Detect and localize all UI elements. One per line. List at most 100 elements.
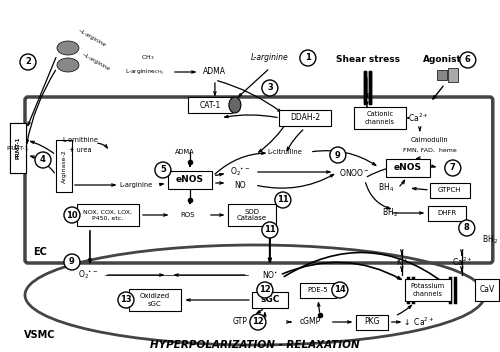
- Text: Ca$^{2+}$: Ca$^{2+}$: [408, 112, 428, 124]
- FancyBboxPatch shape: [228, 204, 276, 226]
- Text: NO: NO: [234, 181, 245, 189]
- Text: 6: 6: [465, 56, 470, 64]
- Text: DHFR: DHFR: [437, 210, 456, 216]
- FancyBboxPatch shape: [10, 123, 26, 173]
- Circle shape: [262, 80, 278, 96]
- Text: 12: 12: [252, 318, 264, 327]
- Circle shape: [262, 222, 278, 238]
- FancyBboxPatch shape: [168, 171, 212, 189]
- Text: GTPCH: GTPCH: [438, 187, 462, 193]
- Text: + urea: + urea: [68, 147, 92, 153]
- Text: 5: 5: [160, 165, 166, 175]
- Text: 2: 2: [25, 57, 31, 67]
- Text: 9: 9: [335, 151, 340, 159]
- FancyBboxPatch shape: [386, 159, 430, 177]
- FancyBboxPatch shape: [10, 123, 26, 173]
- Text: HYPERPOLARIZATION - RELAXATION: HYPERPOLARIZATION - RELAXATION: [150, 340, 360, 350]
- Text: Oxidized
sGC: Oxidized sGC: [140, 294, 170, 307]
- Text: 11: 11: [277, 195, 288, 205]
- Text: ADMA: ADMA: [175, 149, 195, 155]
- Text: L-arginine$_{CH_3}$: L-arginine$_{CH_3}$: [126, 67, 164, 77]
- Text: 10: 10: [66, 210, 78, 220]
- Text: DDAH-2: DDAH-2: [290, 113, 320, 122]
- Text: L-citrulline: L-citrulline: [268, 149, 302, 155]
- Text: ONOO$^-$: ONOO$^-$: [340, 166, 370, 177]
- Text: PKG: PKG: [364, 318, 380, 327]
- Text: PRMT-1: PRMT-1: [16, 137, 20, 159]
- Circle shape: [459, 220, 475, 236]
- Text: CH$_3$: CH$_3$: [141, 54, 154, 62]
- FancyBboxPatch shape: [77, 204, 139, 226]
- Text: O$_2$$^{\bullet-}$: O$_2$$^{\bullet-}$: [78, 269, 98, 281]
- Ellipse shape: [57, 41, 79, 55]
- Text: 3: 3: [267, 83, 273, 93]
- Circle shape: [332, 282, 348, 298]
- Circle shape: [257, 282, 273, 298]
- Circle shape: [330, 147, 346, 163]
- Text: eNOS: eNOS: [176, 176, 204, 184]
- Text: GTP: GTP: [232, 318, 248, 327]
- Text: BH$_4$: BH$_4$: [378, 182, 394, 194]
- FancyBboxPatch shape: [129, 289, 181, 311]
- Circle shape: [20, 54, 36, 70]
- Text: PDE-5: PDE-5: [308, 287, 328, 293]
- Text: O$_2$$^{\bullet-}$: O$_2$$^{\bullet-}$: [230, 166, 250, 178]
- Text: CaV: CaV: [479, 285, 494, 295]
- Text: Shear stress: Shear stress: [336, 56, 400, 64]
- Circle shape: [35, 152, 51, 168]
- Text: ~L-arginine: ~L-arginine: [77, 28, 107, 48]
- Circle shape: [300, 50, 316, 66]
- Text: 9: 9: [69, 258, 75, 266]
- Text: EC: EC: [33, 247, 47, 257]
- Circle shape: [64, 207, 80, 223]
- FancyBboxPatch shape: [405, 279, 451, 301]
- Text: NO$^{\bullet}$: NO$^{\bullet}$: [262, 270, 278, 281]
- Circle shape: [155, 162, 171, 178]
- Circle shape: [118, 292, 134, 308]
- Ellipse shape: [229, 97, 241, 113]
- Text: 8: 8: [464, 224, 469, 233]
- Text: Potassium
channels: Potassium channels: [410, 283, 445, 296]
- Text: sGC: sGC: [260, 295, 280, 304]
- Text: Arginase-2: Arginase-2: [62, 149, 66, 183]
- FancyBboxPatch shape: [252, 292, 288, 308]
- FancyBboxPatch shape: [279, 110, 331, 126]
- Text: 12: 12: [259, 285, 271, 295]
- Text: eNOS: eNOS: [394, 163, 422, 172]
- Text: BH$_2$: BH$_2$: [482, 234, 498, 246]
- Text: L-arginine: L-arginine: [251, 54, 289, 63]
- Text: 4: 4: [40, 156, 46, 164]
- Text: 14: 14: [334, 285, 345, 295]
- Text: cGMP: cGMP: [299, 318, 320, 327]
- Text: 7: 7: [450, 163, 456, 172]
- Text: SOD
Catalase: SOD Catalase: [237, 208, 267, 221]
- FancyBboxPatch shape: [475, 279, 499, 301]
- Text: ~L-arginine: ~L-arginine: [81, 52, 111, 72]
- Circle shape: [275, 192, 291, 208]
- Circle shape: [445, 160, 461, 176]
- Text: Cationic
channels: Cationic channels: [365, 112, 395, 125]
- Text: PRMT-1: PRMT-1: [16, 137, 20, 159]
- Bar: [448, 68, 458, 82]
- Circle shape: [460, 52, 476, 68]
- FancyBboxPatch shape: [188, 97, 232, 113]
- Text: $\downarrow$ Ca$^{2+}$: $\downarrow$ Ca$^{2+}$: [402, 316, 434, 328]
- FancyBboxPatch shape: [354, 107, 406, 129]
- Text: CAT-1: CAT-1: [200, 101, 220, 109]
- Text: FMN, FAD,  heme: FMN, FAD, heme: [403, 147, 456, 152]
- Text: 13: 13: [120, 295, 132, 304]
- FancyBboxPatch shape: [300, 283, 336, 297]
- Text: 1: 1: [305, 54, 311, 63]
- Ellipse shape: [57, 58, 79, 72]
- Text: ADMA: ADMA: [204, 68, 227, 76]
- FancyBboxPatch shape: [428, 206, 466, 220]
- Circle shape: [64, 254, 80, 270]
- Text: 11: 11: [264, 226, 276, 234]
- Text: L-ornithine: L-ornithine: [62, 137, 98, 143]
- Text: Ca$^{2+}$: Ca$^{2+}$: [452, 256, 472, 268]
- Text: VSMC: VSMC: [24, 330, 56, 340]
- Text: Agonists: Agonists: [422, 56, 467, 64]
- Text: BH$_2$: BH$_2$: [382, 207, 398, 219]
- Bar: [437, 70, 447, 80]
- FancyBboxPatch shape: [356, 314, 388, 329]
